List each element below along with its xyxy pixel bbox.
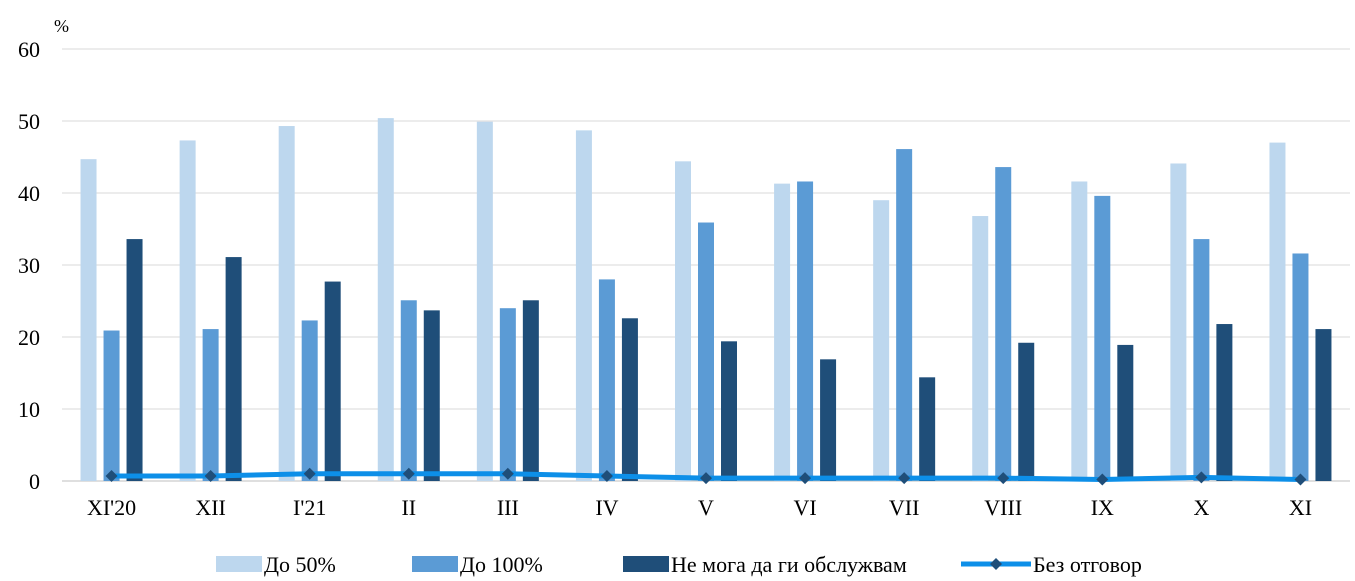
x-tick-label: XII xyxy=(195,495,226,520)
y-tick-label: 0 xyxy=(29,469,40,494)
bar-3 xyxy=(324,281,341,481)
bar-1 xyxy=(278,126,295,481)
bar-3 xyxy=(1216,324,1233,481)
legend-label: Без отговор xyxy=(1033,552,1142,577)
y-unit-label: % xyxy=(54,16,69,36)
bar-2 xyxy=(698,222,714,481)
line-marker xyxy=(600,469,613,482)
bar-2 xyxy=(896,149,913,481)
y-tick-label: 20 xyxy=(18,325,40,350)
x-tick-label: II xyxy=(401,495,416,520)
bar-1 xyxy=(774,183,791,481)
y-tick-label: 50 xyxy=(18,109,40,134)
bar-3 xyxy=(621,318,638,481)
bar-2 xyxy=(499,308,516,481)
bar-1 xyxy=(1071,181,1088,482)
legend-swatch xyxy=(216,556,262,572)
bar-1 xyxy=(476,121,493,481)
bar-3 xyxy=(225,257,242,481)
bar-2 xyxy=(797,181,814,482)
bar-3 xyxy=(721,341,737,481)
bar-2 xyxy=(202,329,219,481)
x-tick-label: IX xyxy=(1091,495,1114,520)
legend-label: До 100% xyxy=(460,552,543,577)
bar-2 xyxy=(598,279,615,481)
legend-swatch xyxy=(412,556,458,572)
x-tick-label: X xyxy=(1193,495,1209,520)
x-tick-label: XI'20 xyxy=(87,495,136,520)
line-marker xyxy=(1195,471,1208,484)
x-tick-label: III xyxy=(497,495,519,520)
line-marker xyxy=(303,467,316,480)
bars xyxy=(80,118,1332,482)
bar-2 xyxy=(1292,253,1309,481)
bar-1 xyxy=(80,159,97,481)
bar-3 xyxy=(1315,329,1332,481)
line-marker xyxy=(402,467,415,480)
bar-2 xyxy=(1094,195,1111,481)
bar-3 xyxy=(522,300,539,481)
x-tick-label: VI xyxy=(793,495,816,520)
bar-3 xyxy=(126,239,143,481)
line-marker xyxy=(997,472,1010,485)
line-marker xyxy=(501,467,514,480)
bar-3 xyxy=(1018,342,1035,481)
y-tick-label: 30 xyxy=(18,253,40,278)
bar-1 xyxy=(873,200,890,481)
legend-label: До 50% xyxy=(264,552,336,577)
x-tick-label: V xyxy=(698,495,714,520)
bar-2 xyxy=(1193,239,1210,481)
line-marker xyxy=(1294,473,1307,486)
bar-3 xyxy=(1117,344,1134,481)
x-tick-label: XI xyxy=(1289,495,1312,520)
bar-2 xyxy=(400,300,417,481)
bar-1 xyxy=(675,161,691,481)
bar-3 xyxy=(820,359,837,481)
line-marker xyxy=(799,472,812,485)
x-axis: XI'20 XII I'21 II III IV V VI VII VIII IX X XI xyxy=(87,495,1312,520)
y-tick-label: 10 xyxy=(18,397,40,422)
line-series xyxy=(105,467,1307,486)
legend: До 50% До 100% Не мога да ги обслужвам Без … xyxy=(216,552,1142,577)
legend-swatch xyxy=(623,556,669,572)
line-marker xyxy=(700,472,712,485)
line-marker xyxy=(105,469,118,482)
bar-3 xyxy=(423,310,440,481)
line-marker xyxy=(1096,473,1109,486)
line-marker xyxy=(898,472,911,485)
line-marker xyxy=(204,469,217,482)
bar-1 xyxy=(575,130,592,482)
bar-2 xyxy=(103,330,120,481)
bar-3 xyxy=(919,377,936,481)
x-tick-label: VII xyxy=(889,495,920,520)
y-tick-label: 60 xyxy=(18,37,40,62)
x-tick-label: IV xyxy=(595,495,618,520)
y-tick-label: 40 xyxy=(18,181,40,206)
bar-2 xyxy=(995,167,1012,481)
bar-1 xyxy=(972,216,989,482)
legend-marker xyxy=(990,558,1002,570)
y-axis: 0 10 20 30 40 50 60 xyxy=(18,37,40,494)
bar-2 xyxy=(301,320,318,481)
legend-label: Не мога да ги обслужвам xyxy=(671,552,907,577)
x-tick-label: VIII xyxy=(984,495,1022,520)
x-tick-label: I'21 xyxy=(293,495,326,520)
bar-1 xyxy=(1170,163,1187,482)
bar-1 xyxy=(1269,142,1286,481)
bar-1 xyxy=(179,140,196,481)
bar-1 xyxy=(377,118,394,482)
